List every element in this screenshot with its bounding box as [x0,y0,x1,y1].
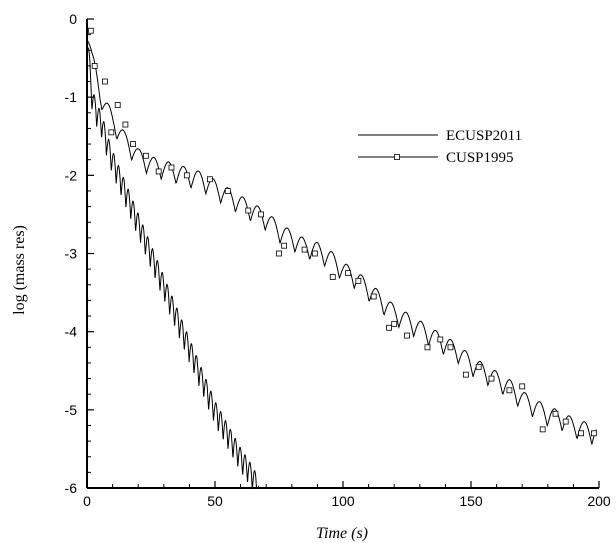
series-cusp1995-marker [224,188,231,194]
y-axis-ticks: 0 -1 -2 -3 -4 -5 -6 [65,11,94,496]
y-tick-label: -3 [65,246,78,262]
x-axis-ticks: 0 50 100 150 200 [83,481,611,509]
series-cusp1995-marker [475,363,482,370]
y-tick-label: -4 [65,324,78,340]
series-cusp1995-marker [87,27,94,34]
series-cusp1995-marker [391,320,398,327]
series-cusp1995-marker [102,78,108,85]
y-tick-label: -5 [65,402,78,418]
series-cusp1995-marker [91,63,98,69]
series-cusp1995-marker [276,250,282,257]
series-cusp1995-marker [206,176,213,183]
series-cusp1995-marker [386,324,392,331]
y-tick-label: -6 [65,480,78,496]
y-tick-label: -2 [65,167,78,183]
series-cusp1995-marker [506,387,513,394]
series-cusp1995-marker [281,242,288,249]
series-cusp1995-marker [447,344,454,351]
series-cusp1995-marker [562,418,569,425]
series-cusp1995-marker [488,375,495,382]
legend-marker-cusp1995 [394,154,400,160]
y-axis-title: log (mass res) [11,225,28,315]
series-cusp1995-marker [578,430,584,437]
x-tick-label: 150 [459,493,483,509]
x-tick-label: 200 [587,493,611,509]
x-axis-title: Time (s) [316,525,368,542]
series-cusp1995-marker [108,129,115,136]
series-cusp1995-marker [301,246,308,253]
series-cusp1995-marker [142,152,149,159]
series-cusp1995-marker [130,141,136,147]
x-tick-label: 0 [83,493,91,509]
series-cusp1995-marker [590,430,597,437]
series-cusp1995-marker [168,164,175,171]
legend-label-ecusp2011: ECUSP2011 [446,128,522,144]
series-cusp1995-marker [114,102,121,108]
series-cusp1995-marker [539,426,546,433]
series-cusp1995-line [86,39,597,446]
legend: ECUSP2011 CUSP1995 [358,128,522,166]
series-cusp1995-marker [329,274,336,280]
series-cusp1995-marker [424,344,431,351]
series-cusp1995-marker [311,250,318,257]
x-tick-label: 100 [331,493,355,509]
legend-label-cusp1995: CUSP1995 [446,150,514,166]
series-cusp1995-marker [355,277,362,284]
series-cusp1995-marker [519,383,526,390]
series-cusp1995-marker [258,211,264,218]
series-cusp1995-marker [437,336,444,343]
series-ecusp2011-line [86,47,259,490]
series-cusp1995-marker [122,121,129,128]
series-cusp1995-marker [404,332,410,339]
series-cusp1995-marker [155,168,162,175]
series-cusp1995-marker [552,410,559,417]
axes [86,19,599,489]
series-cusp1995-marker [345,270,352,276]
series-cusp1995-marker [370,293,377,300]
x-tick-label: 50 [207,493,223,509]
series-group [86,27,597,490]
y-tick-label: -1 [65,89,78,105]
y-tick-label: 0 [69,11,77,27]
series-cusp1995-marker [245,207,252,214]
series-cusp1995-marker [462,371,469,378]
series-cusp1995-marker [183,172,190,179]
